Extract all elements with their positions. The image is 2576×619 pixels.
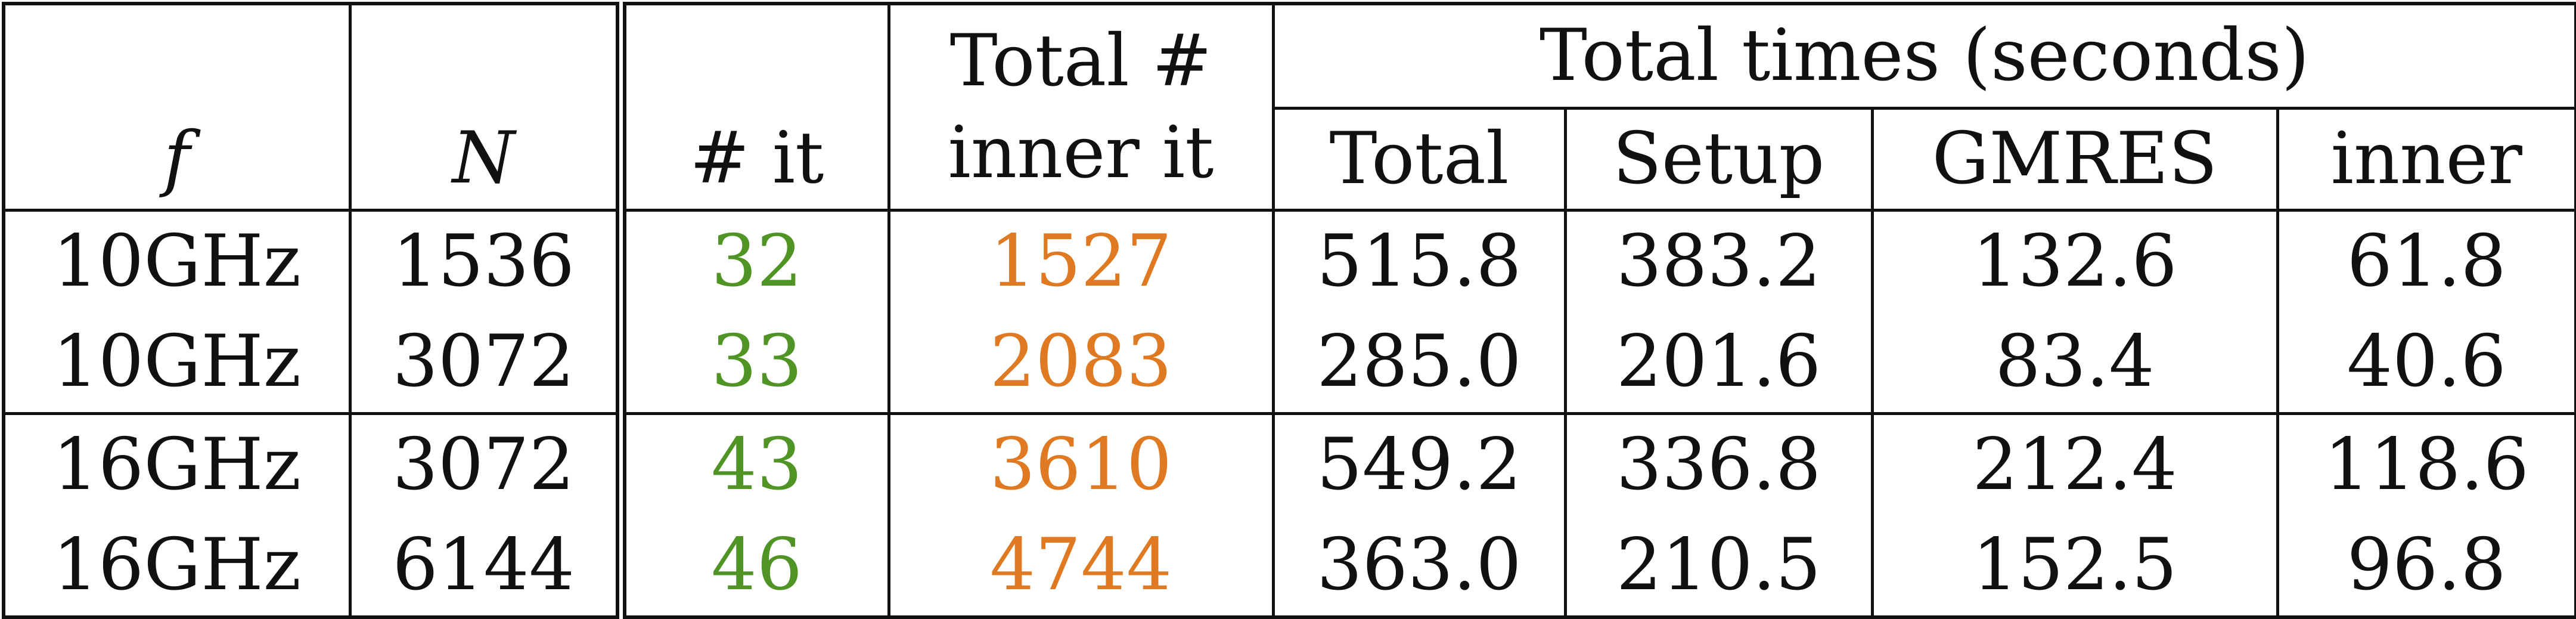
- header-total-inner-line1: Total #: [949, 19, 1212, 103]
- cell-inner: 118.6: [2276, 413, 2576, 515]
- cell-setup: 210.5: [1563, 515, 1872, 617]
- cell-n: 3072: [348, 413, 621, 515]
- cell-total: 285.0: [1271, 312, 1565, 415]
- cell-inner-it: 4744: [887, 515, 1273, 617]
- cell-it: 33: [616, 312, 889, 415]
- cell-total: 549.2: [1271, 413, 1565, 515]
- cell-setup: 201.6: [1563, 312, 1872, 415]
- header-total-times: Total times (seconds): [1271, 4, 2576, 110]
- cell-gmres: 152.5: [1870, 515, 2277, 617]
- cell-gmres: 212.4: [1870, 413, 2277, 515]
- cell-it: 46: [616, 515, 889, 617]
- header-sub-inner: inner: [2276, 108, 2576, 212]
- cell-inner: 40.6: [2276, 312, 2576, 415]
- header-sub-setup: Setup: [1563, 108, 1872, 212]
- cell-it: 43: [616, 413, 889, 515]
- header-num-it: # it: [616, 4, 889, 212]
- cell-n: 1536: [348, 210, 621, 312]
- header-f: f: [4, 4, 350, 212]
- cell-f: 10GHz: [52, 220, 301, 303]
- table-row: 10GHz 3072 33 2083 285.0 201.6 83.4 40.6: [4, 312, 2576, 415]
- cell-n: 3072: [348, 312, 621, 415]
- header-total-inner-it: Total # inner it: [887, 4, 1273, 212]
- cell-inner: 61.8: [2276, 210, 2576, 312]
- cell-inner-it: 1527: [887, 210, 1273, 312]
- cell-total: 515.8: [1271, 210, 1565, 312]
- cell-inner: 96.8: [2276, 515, 2576, 617]
- cell-inner-it: 3610: [887, 413, 1273, 515]
- cell-setup: 336.8: [1563, 413, 1872, 515]
- header-sub-gmres: GMRES: [1870, 108, 2277, 212]
- table-row: 10GHz 1536 32 1527 515.8 383.2 132.6 61.…: [4, 210, 2576, 312]
- cell-f: 16GHz: [52, 423, 301, 506]
- cell-f: 16GHz: [52, 524, 301, 606]
- table-row: 16GHz 6144 46 4744 363.0 210.5 152.5 96.…: [4, 515, 2576, 617]
- cell-n: 6144: [348, 515, 621, 617]
- header-total-inner-line2: inner it: [948, 111, 1214, 194]
- cell-gmres: 132.6: [1870, 210, 2277, 312]
- cell-gmres: 83.4: [1870, 312, 2277, 415]
- header-n: N: [348, 4, 621, 212]
- cell-total: 363.0: [1271, 515, 1565, 617]
- table-row: 16GHz 3072 43 3610 549.2 336.8 212.4 118…: [4, 413, 2576, 515]
- cell-f: 10GHz: [4, 312, 350, 415]
- cell-it: 32: [616, 210, 889, 312]
- cell-setup: 383.2: [1563, 210, 1872, 312]
- cell-inner-it: 2083: [887, 312, 1273, 415]
- header-sub-total: Total: [1271, 108, 1565, 212]
